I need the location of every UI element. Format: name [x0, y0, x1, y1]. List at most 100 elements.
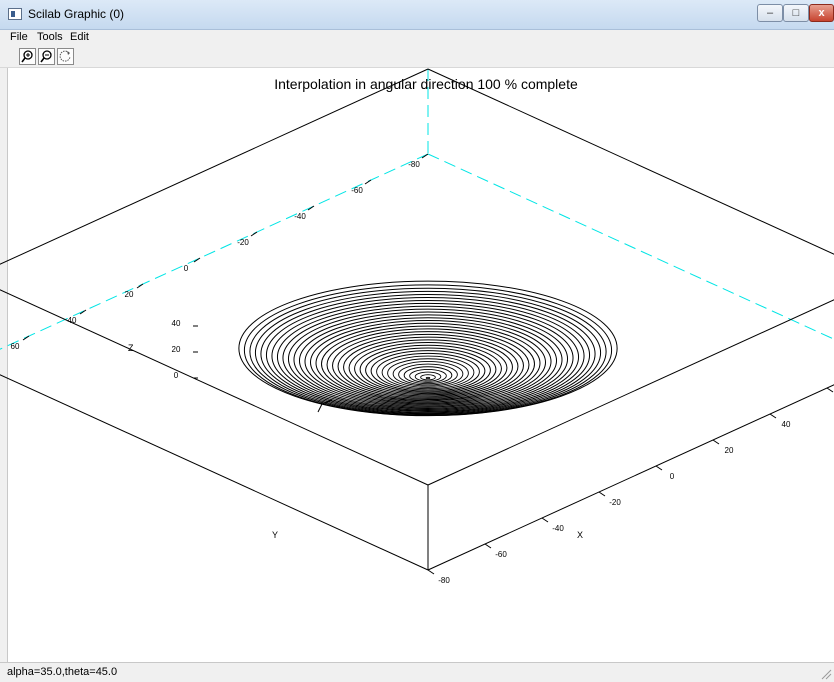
- y-tick-label: -80: [408, 160, 420, 169]
- scilab-window-icon: [8, 8, 22, 20]
- x-tick-label: -40: [552, 524, 564, 533]
- x-tick-label: -60: [495, 550, 507, 559]
- status-bar: alpha=35.0,theta=45.0: [0, 662, 834, 682]
- status-text: alpha=35.0,theta=45.0: [7, 666, 118, 678]
- surface-contour-ring: [348, 339, 508, 397]
- plot-canvas[interactable]: -80-60-40-20020406080-80-60-40-200204060…: [0, 0, 834, 662]
- y-tick-mark: [421, 153, 429, 159]
- rotate-icon: [59, 50, 71, 62]
- surface-contour-ring: [425, 376, 431, 380]
- box-hidden-edge: [0, 153, 429, 350]
- y-tick-label: 40: [68, 316, 77, 325]
- surface-contour-ring: [370, 350, 486, 392]
- close-button[interactable]: x: [809, 4, 834, 22]
- x-tick-mark: [541, 517, 549, 523]
- surface-contour-ring: [310, 320, 546, 405]
- surface-contour-ring: [243, 284, 613, 417]
- bounding-box: [0, 68, 834, 571]
- x-tick-mark: [655, 465, 663, 471]
- x-tick-label: 40: [782, 420, 791, 429]
- surface-contour-ring: [254, 290, 602, 415]
- surface-contour-ring: [271, 299, 585, 412]
- surface-contour-ring: [343, 336, 513, 398]
- y-tick-label: -20: [237, 238, 249, 247]
- surface-contour-ring: [287, 308, 569, 409]
- box-edge: [427, 299, 834, 486]
- menu-tools[interactable]: Tools: [37, 31, 63, 43]
- x-tick-mark: [769, 413, 777, 419]
- box-hidden-edge: [427, 153, 834, 340]
- zoom-in-button[interactable]: [19, 48, 36, 65]
- surface-contour-ring: [298, 314, 558, 407]
- surface-contour-ring: [326, 328, 530, 402]
- menu-file[interactable]: File: [10, 31, 28, 43]
- surface-contour-ring: [332, 331, 524, 401]
- y-tick-mark: [307, 205, 315, 211]
- zoom-out-button[interactable]: [38, 48, 55, 65]
- surface-contour-ring: [398, 363, 458, 386]
- y-axis-label: Y: [272, 530, 278, 540]
- toolbar: [0, 44, 834, 68]
- z-tick-label: 0: [174, 371, 179, 380]
- surface-contours: [238, 280, 618, 417]
- surface-contour-ring: [282, 305, 574, 410]
- z-axis-label: Z: [128, 343, 134, 353]
- canvas-left-border: [0, 68, 8, 662]
- surface-contour-ring: [265, 296, 591, 413]
- z-tick-label: 40: [172, 319, 181, 328]
- x-axis-label: X: [577, 530, 583, 540]
- y-tick-mark: [364, 179, 372, 185]
- y-tick-label: 0: [184, 264, 189, 273]
- plot-title: Interpolation in angular direction 100 %…: [274, 76, 578, 92]
- y-tick-mark: [136, 283, 144, 289]
- surface-contour-ring: [376, 352, 480, 391]
- y-tick-label: 20: [125, 290, 134, 299]
- surface-contour-ring: [387, 358, 469, 388]
- window-titlebar[interactable]: Scilab Graphic (0) – □ x: [0, 0, 834, 30]
- menu-edit[interactable]: Edit: [70, 31, 89, 43]
- surface-contour-ring: [414, 371, 442, 382]
- box-edge: [0, 374, 429, 571]
- surface-contour-ring: [315, 322, 541, 404]
- surface-contour-ring: [337, 333, 519, 399]
- zoom-in-icon: [21, 50, 33, 63]
- x-tick-mark: [826, 387, 834, 393]
- x-tick-mark: [712, 439, 720, 445]
- rotate-button[interactable]: [57, 48, 74, 65]
- surface-contour-ring: [359, 344, 497, 395]
- surface-contour-ring: [354, 342, 502, 396]
- box-edge: [427, 68, 834, 255]
- x-tick-mark: [427, 569, 435, 575]
- x-tick-mark: [484, 543, 492, 549]
- x-tick-label: 0: [670, 472, 675, 481]
- surface-contour-ring: [392, 360, 464, 387]
- surface-contour-ring: [260, 293, 596, 414]
- surface-contour-ring: [420, 374, 436, 381]
- axis-ticks: -80-60-40-20020406080-80-60-40-200204060…: [11, 153, 834, 585]
- y-tick-mark: [79, 309, 87, 315]
- y-tick-mark: [193, 257, 201, 263]
- resize-grip-icon[interactable]: [820, 668, 832, 680]
- surface-contour-ring: [293, 311, 563, 408]
- surface-contour-ring: [321, 325, 535, 403]
- y-tick-mark: [22, 335, 30, 341]
- box-edge: [0, 289, 429, 486]
- menu-bar: File Tools Edit: [0, 30, 834, 44]
- y-tick-label: -60: [351, 186, 363, 195]
- z-tick-label: 20: [172, 345, 181, 354]
- x-tick-mark: [598, 491, 606, 497]
- surface-contour-ring: [276, 302, 580, 412]
- surface-contour-ring: [304, 317, 552, 406]
- surface-contour-ring: [409, 368, 447, 383]
- maximize-button[interactable]: □: [783, 4, 809, 22]
- surface-contour-ring: [381, 355, 475, 390]
- y-tick-mark: [250, 231, 258, 237]
- x-tick-label: -80: [438, 576, 450, 585]
- box-edge: [0, 68, 429, 265]
- surface-contour-ring: [365, 347, 491, 393]
- x-tick-label: 20: [725, 446, 734, 455]
- zoom-out-icon: [40, 50, 52, 63]
- surface-contour-ring: [249, 287, 607, 416]
- minimize-button[interactable]: –: [757, 4, 783, 22]
- x-tick-label: -20: [609, 498, 621, 507]
